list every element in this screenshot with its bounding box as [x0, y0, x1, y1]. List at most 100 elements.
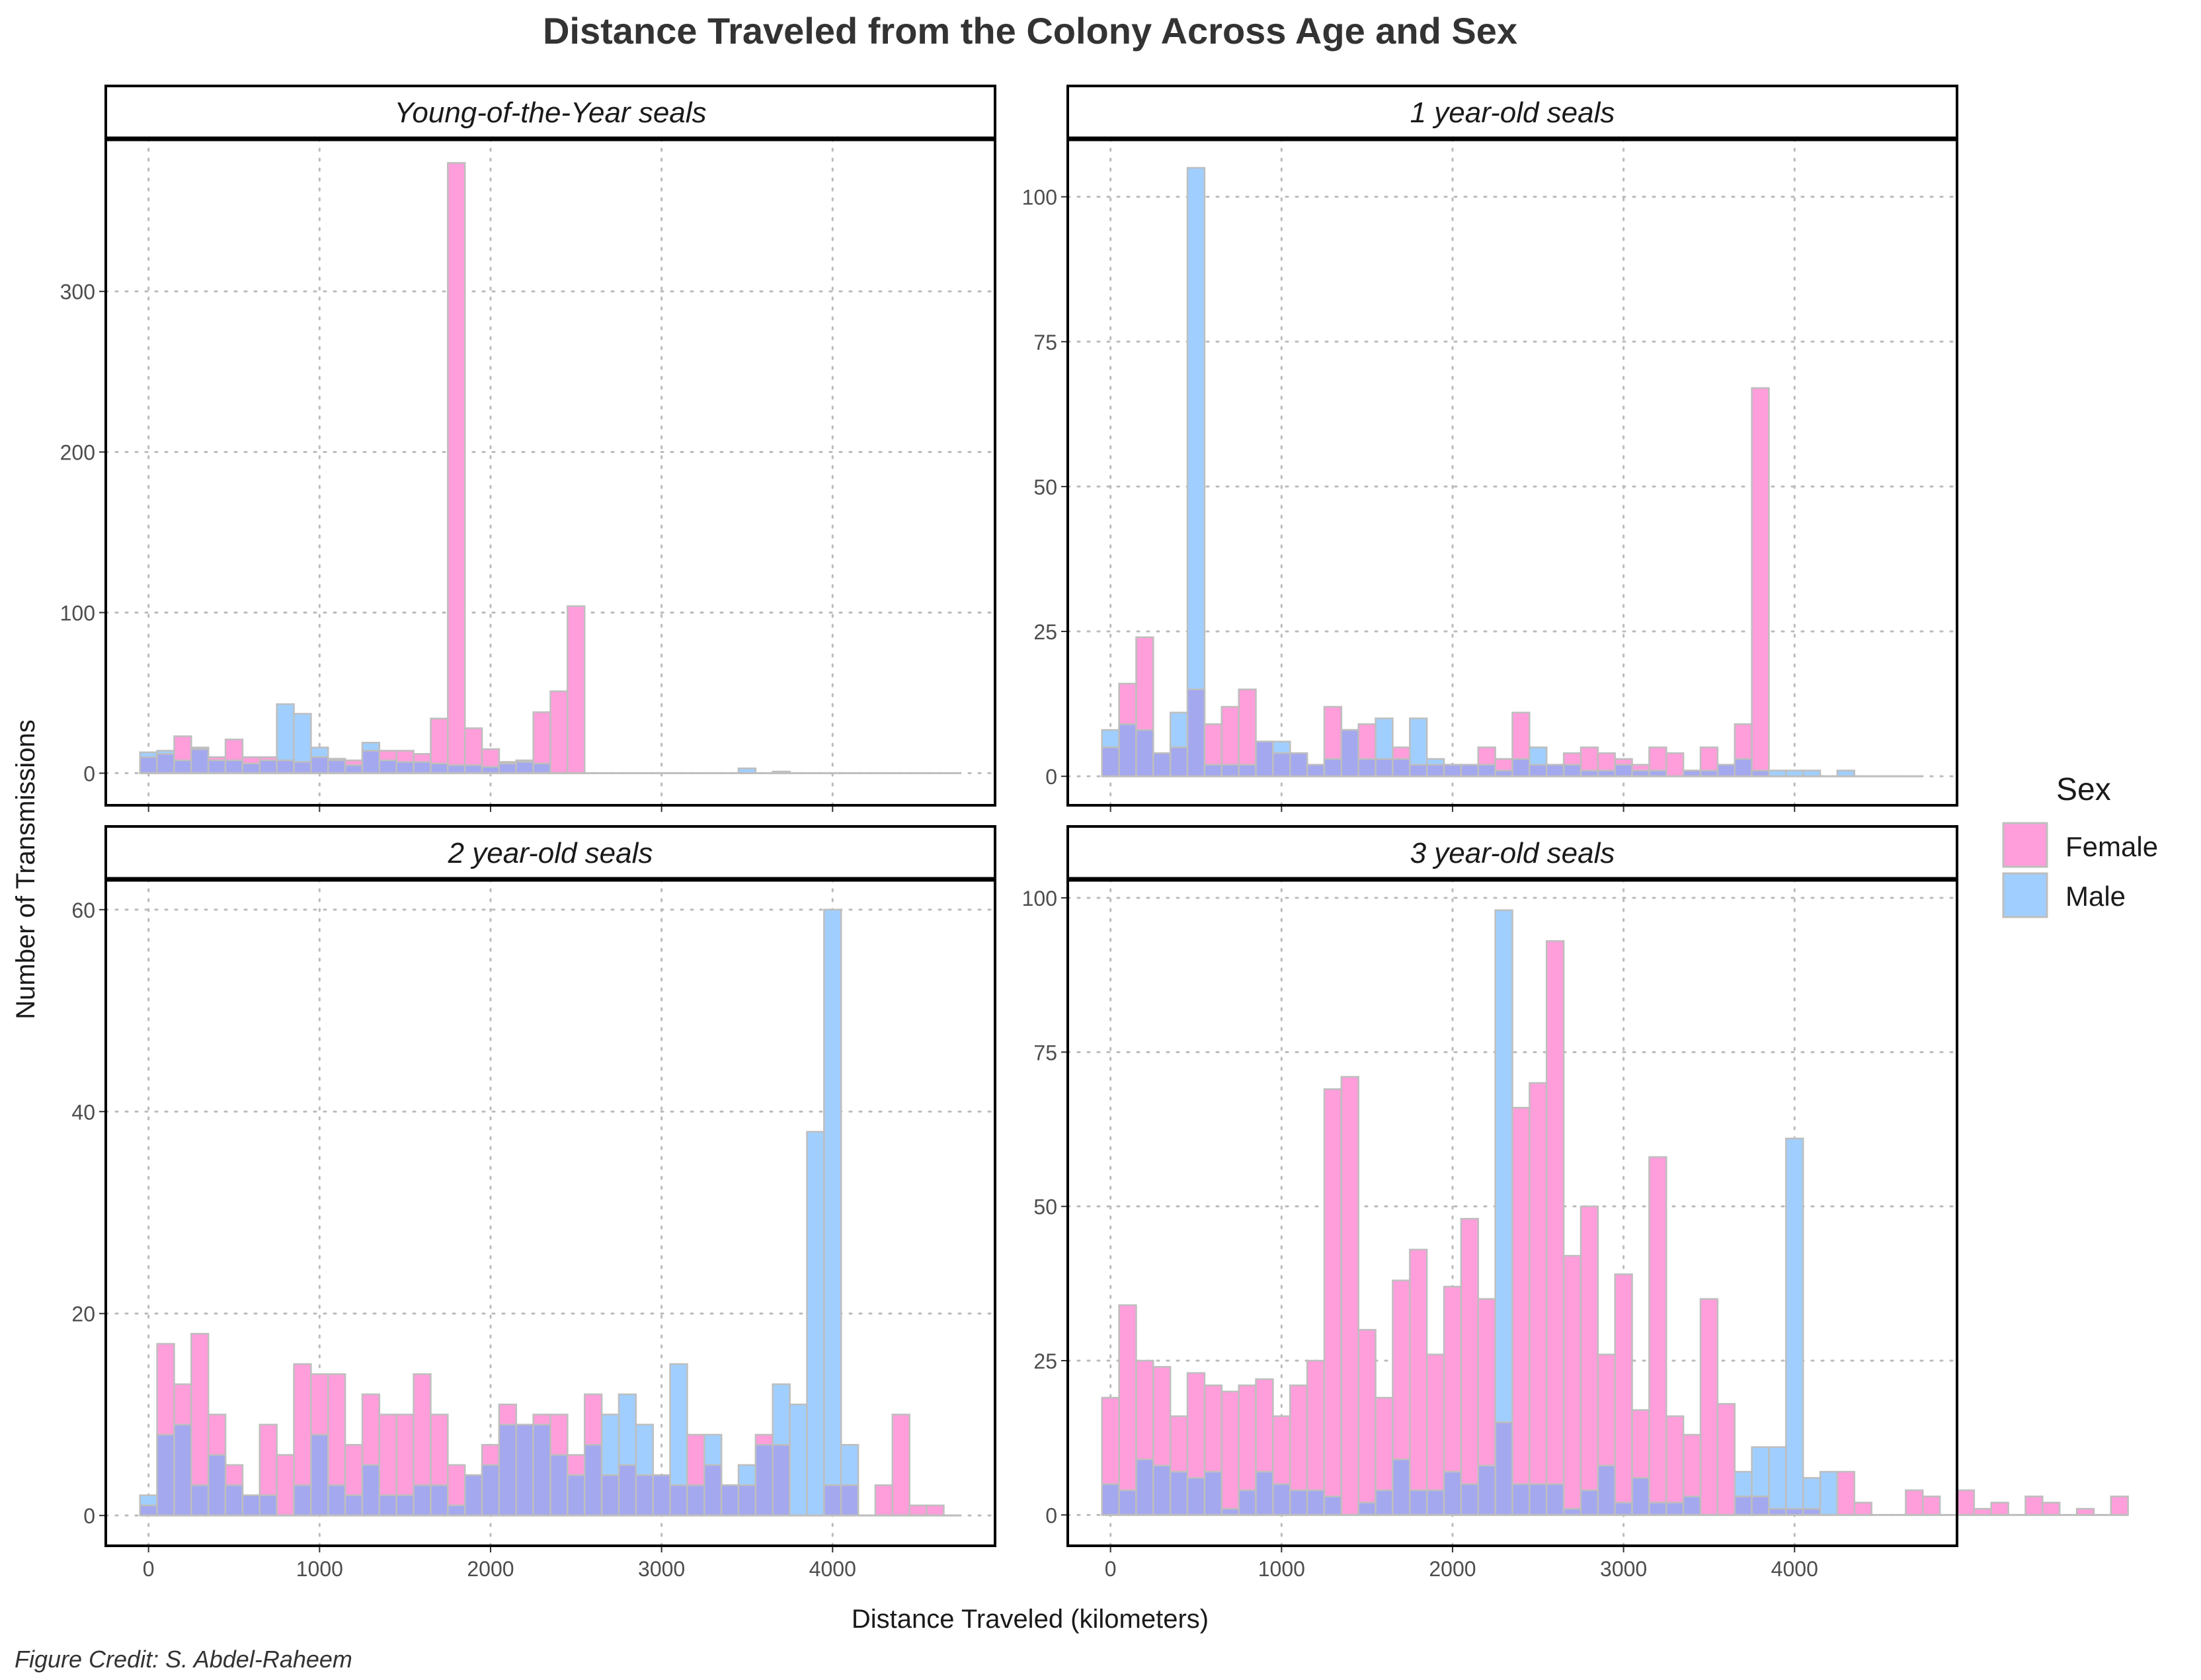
- y-tick-label: 0: [1045, 765, 1057, 789]
- y-tick-label: 25: [1033, 620, 1057, 644]
- bar-female: [293, 761, 312, 774]
- bar-female: [1751, 387, 1770, 778]
- bar-female: [703, 1464, 723, 1517]
- bar-male: [1392, 1459, 1411, 1516]
- bar-male: [1409, 1489, 1428, 1516]
- bar-male: [823, 908, 842, 1517]
- bar-female: [1956, 1489, 1976, 1516]
- y-tick-label: 0: [83, 762, 95, 785]
- x-tick-label: 0: [143, 1557, 155, 1581]
- bar-male: [720, 1484, 740, 1517]
- bar-female: [772, 1444, 791, 1517]
- y-tick-label: 100: [1022, 186, 1057, 210]
- facet-strip-label: Young-of-the-Year seals: [394, 97, 706, 129]
- bar-male: [1289, 1489, 1308, 1516]
- y-tick-label: 25: [1033, 1349, 1057, 1373]
- bar-male: [1357, 1501, 1377, 1516]
- bar-female: [1511, 1107, 1531, 1516]
- bar-male: [447, 1504, 466, 1517]
- bar-male: [361, 1464, 381, 1517]
- y-tick-label: 100: [1022, 887, 1057, 910]
- bar-male: [1135, 1459, 1154, 1516]
- bar-male: [1494, 909, 1513, 1516]
- bar-female: [1340, 1076, 1359, 1516]
- bar-male: [1135, 729, 1154, 778]
- bar-male: [1238, 1489, 1257, 1516]
- bar-male: [1443, 764, 1462, 778]
- bar-female: [1494, 1421, 1513, 1516]
- bar-male: [789, 1403, 808, 1517]
- bar-male: [1340, 729, 1359, 778]
- x-tick-label: 4000: [1771, 1557, 1818, 1581]
- bar-female: [2110, 1496, 2129, 1516]
- bar-male: [344, 1494, 364, 1517]
- bar-female: [1614, 1273, 1633, 1516]
- bar-female: [669, 1484, 688, 1517]
- bar-male: [498, 1423, 518, 1517]
- x-axis-label: Distance Traveled (kilometers): [852, 1605, 1209, 1634]
- y-tick-label: 0: [83, 1504, 95, 1528]
- bar-male: [378, 1494, 397, 1517]
- bar-male: [1118, 1489, 1137, 1516]
- bar-female: [600, 1474, 620, 1517]
- bar-female: [2024, 1496, 2044, 1516]
- bar-female: [447, 162, 466, 774]
- facet-strip-label: 2 year-old seals: [448, 837, 653, 869]
- y-tick-label: 75: [1033, 1041, 1057, 1064]
- x-tick-label: 3000: [1600, 1557, 1647, 1581]
- bar-male: [1186, 1477, 1206, 1516]
- bar-female: [618, 1464, 637, 1517]
- bar-male: [1203, 1470, 1223, 1516]
- bar-female: [1529, 764, 1548, 778]
- x-tick-label: 1000: [296, 1557, 343, 1581]
- bar-female: [1357, 1329, 1377, 1516]
- bar-female: [1409, 1248, 1428, 1516]
- bar-male: [806, 1131, 825, 1517]
- bar-male: [1614, 764, 1633, 778]
- bar-female: [1648, 1156, 1667, 1516]
- y-tick-label: 200: [60, 441, 95, 465]
- bar-male: [1511, 758, 1531, 778]
- bar-female: [1853, 1501, 1872, 1516]
- x-tick-label: 0: [1105, 1557, 1117, 1581]
- bar-female: [1699, 1298, 1719, 1516]
- bar-male: [1614, 1501, 1633, 1516]
- bar-female: [276, 1454, 295, 1517]
- bar-male: [1118, 723, 1137, 778]
- bar-male: [241, 1494, 261, 1517]
- bar-female: [1562, 1255, 1582, 1516]
- bar-female: [139, 1504, 158, 1517]
- bar-male: [567, 1474, 586, 1517]
- x-tick-label: 1000: [1258, 1557, 1305, 1581]
- bar-female: [361, 750, 381, 774]
- bar-male: [259, 1494, 278, 1517]
- bar-male: [1529, 1483, 1548, 1516]
- y-tick-label: 100: [60, 602, 95, 625]
- bar-male: [1665, 1501, 1685, 1516]
- bar-male: [1648, 1501, 1667, 1516]
- facet-strip: [1066, 825, 1958, 881]
- bar-male: [1785, 1137, 1804, 1516]
- bar-male: [1443, 1470, 1462, 1516]
- bar-male: [447, 764, 466, 774]
- facet-strip: [104, 85, 996, 140]
- bar-male: [1203, 764, 1223, 778]
- bar-male: [1306, 1489, 1326, 1516]
- bar-male: [686, 1484, 705, 1517]
- x-tick-label: 4000: [809, 1557, 856, 1581]
- facet-panel: 1 year-old seals 0 25 50 75 100: [1022, 85, 1958, 812]
- bar-female: [1836, 1470, 1856, 1516]
- bar-male: [498, 762, 518, 774]
- bar-male: [413, 761, 432, 774]
- bar-male: [532, 1423, 551, 1517]
- bar-female: [1323, 1088, 1343, 1516]
- x-tick-label: 2000: [467, 1557, 514, 1581]
- bar-male: [1255, 1470, 1274, 1516]
- bar-female: [874, 1484, 894, 1517]
- bar-male: [481, 1464, 500, 1517]
- bar-male: [1460, 764, 1480, 778]
- facet-strip: [104, 825, 996, 881]
- bar-female: [1221, 1390, 1240, 1516]
- bar-male: [1272, 1483, 1291, 1516]
